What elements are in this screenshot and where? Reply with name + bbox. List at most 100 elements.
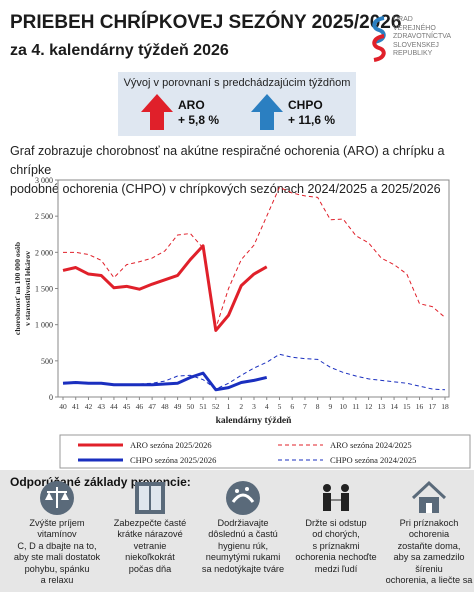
comparison-change: + 11,6 % — [288, 113, 336, 127]
prevention-line: Zvýšte príjem vitamínov — [29, 518, 85, 540]
prevention-item: Zvýšte príjem vitamínov C, D a dbajte na … — [10, 518, 104, 586]
prevention-icon — [40, 481, 74, 515]
x-tick-label: 16 — [416, 402, 424, 411]
x-tick-label: 50 — [187, 402, 195, 411]
x-tick-label: 40 — [59, 402, 67, 411]
logo-text: ÚRAD VEREJNÉHO ZDRAVOTNÍCTVA SLOVENSKEJ REPU… — [393, 16, 451, 59]
x-tick-label: 45 — [123, 402, 131, 411]
prevention-line: počas dňa — [128, 563, 172, 574]
comparison-item: ARO + 5,8 % — [178, 98, 219, 128]
prevention-item: Dodržiavajte dôslednú a častú hygienu rúk,… — [196, 518, 290, 575]
series-line — [62, 244, 268, 332]
prevention-line: niekoľkokrát — [125, 552, 175, 563]
x-tick-label: 17 — [429, 402, 437, 411]
x-tick-label: 12 — [365, 402, 373, 411]
series-line — [63, 186, 446, 329]
prevention-line: aby ste mali dostatok — [13, 552, 101, 563]
y-tick-label: 1 000 — [35, 321, 53, 330]
prevention-line: medzi ľudí — [314, 563, 358, 574]
comparison-box: Vývoj v porovnaní s predchádzajúcim týžd… — [118, 72, 356, 136]
subtitle: za 4. kalendárny týždeň 2026 — [10, 42, 229, 59]
prevention-line: ochorenia nechoďte — [295, 552, 377, 563]
series-line — [62, 371, 268, 392]
description: Graf zobrazuje chorobnosť na akútne resp… — [10, 142, 470, 199]
logo-line: SLOVENSKEJ — [393, 41, 439, 49]
y-tick-label: 2 000 — [35, 248, 53, 257]
prevention-line: neumytými rukami — [205, 552, 281, 563]
prevention-line: dôslednú a častú — [208, 529, 278, 540]
x-tick-label: 44 — [110, 402, 118, 411]
prevention-line: s príznakmi — [312, 540, 360, 551]
prevention-line: vetranie — [133, 540, 167, 551]
y-tick-label: 3 000 — [35, 176, 53, 185]
series-line — [62, 353, 446, 391]
description-line: Graf zobrazuje chorobnosť na akútne resp… — [10, 144, 445, 177]
logo-line: ZDRAVOTNÍCTVA — [393, 33, 452, 41]
prevention-line: Pri príznakoch ochorenia — [399, 518, 459, 540]
x-tick-label: 5 — [278, 402, 282, 411]
x-tick-label: 47 — [148, 402, 156, 411]
prevention: Odporúčané základy prevencie: Zvýšte prí… — [0, 470, 474, 592]
prevention-item: Pri príznakoch ochorenia zostaňte doma, ab… — [382, 518, 474, 586]
prevention-line: od chorých, — [312, 529, 360, 540]
prevention-icon — [411, 480, 447, 513]
x-tick-label: 14 — [390, 402, 398, 411]
prevention-icon — [323, 484, 349, 511]
comparison-change: + 5,8 % — [178, 113, 220, 127]
prevention-line: hygienu rúk, — [217, 540, 269, 551]
comparison-title: Vývoj v porovnaní s predchádzajúcim týžd… — [123, 77, 351, 89]
x-tick-label: 4 — [265, 402, 269, 411]
y-tick-label: 500 — [41, 357, 53, 366]
y-tick-label: 0 — [49, 393, 53, 402]
legend-label: ARO sezóna 2024/2025 — [330, 440, 412, 450]
x-tick-label: 49 — [174, 402, 182, 411]
prevention-icon — [226, 481, 260, 515]
x-tick-label: 3 — [252, 402, 256, 411]
x-tick-label: 8 — [316, 402, 320, 411]
arrow-icon — [141, 94, 173, 130]
x-tick-label: 11 — [352, 402, 359, 411]
x-tick-label: 1 — [227, 402, 231, 411]
prevention-line: zostaňte doma, — [397, 540, 461, 551]
y-axis-title: chorobnosť na 100 000 osôb — [13, 241, 22, 335]
comparison-label: ARO — [178, 98, 205, 112]
prevention-line: ochorenia, a liečte sa — [385, 575, 473, 586]
title: PRIEBEH CHRÍPKOVEJ SEZÓNY 2025/2026 — [10, 12, 402, 33]
logo-line: REPUBLIKY — [393, 50, 433, 58]
prevention-line: krátke nárazové — [117, 529, 183, 540]
x-tick-label: 42 — [85, 402, 93, 411]
x-tick-label: 9 — [329, 402, 333, 411]
prevention-item: Držte si odstup od chorých, s príznakmi och… — [289, 518, 383, 575]
x-tick-label: 18 — [441, 402, 449, 411]
x-tick-label: 51 — [199, 402, 207, 411]
x-tick-label: 43 — [97, 402, 105, 411]
arrow — [251, 94, 283, 130]
description-line: podobné ochorenia (CHPO) v chrípkových s… — [10, 182, 441, 196]
x-axis-title: kalendárny týždeň — [216, 416, 292, 426]
legend-label: CHPO sezóna 2024/2025 — [330, 455, 416, 465]
x-tick-label: 41 — [72, 402, 80, 411]
x-tick-label: 48 — [161, 402, 169, 411]
comparison-label: CHPO — [288, 98, 323, 112]
prevention-item: Zabezpečte časté krátke nárazové vetranie n… — [103, 518, 197, 575]
y-tick-label: 2 500 — [35, 212, 53, 221]
x-tick-label: 7 — [303, 402, 307, 411]
y-axis-title: v starostlivosti lekárov — [23, 251, 32, 326]
x-tick-label: 52 — [212, 402, 220, 411]
prevention-line: Držte si odstup — [305, 518, 367, 528]
arrow-icon — [251, 94, 283, 130]
prevention-line: sa nedotýkajte tváre — [201, 563, 285, 574]
prevention-line: aby sa zamedzilo šíreniu — [393, 552, 465, 574]
prevention-line: pohybu, spánku — [24, 563, 90, 574]
prevention-icon — [135, 482, 165, 514]
prevention-line: Zabezpečte časté — [113, 518, 187, 528]
y-tick-label: 1 500 — [35, 285, 53, 294]
x-tick-label: 10 — [339, 402, 347, 411]
legend-label: ARO sezóna 2025/2026 — [130, 440, 212, 450]
x-tick-label: 2 — [239, 402, 243, 411]
x-tick-label: 15 — [403, 402, 411, 411]
legend-box — [59, 434, 471, 469]
legend-label: CHPO sezóna 2025/2026 — [130, 455, 216, 465]
prevention-line: a relaxu — [40, 575, 74, 586]
